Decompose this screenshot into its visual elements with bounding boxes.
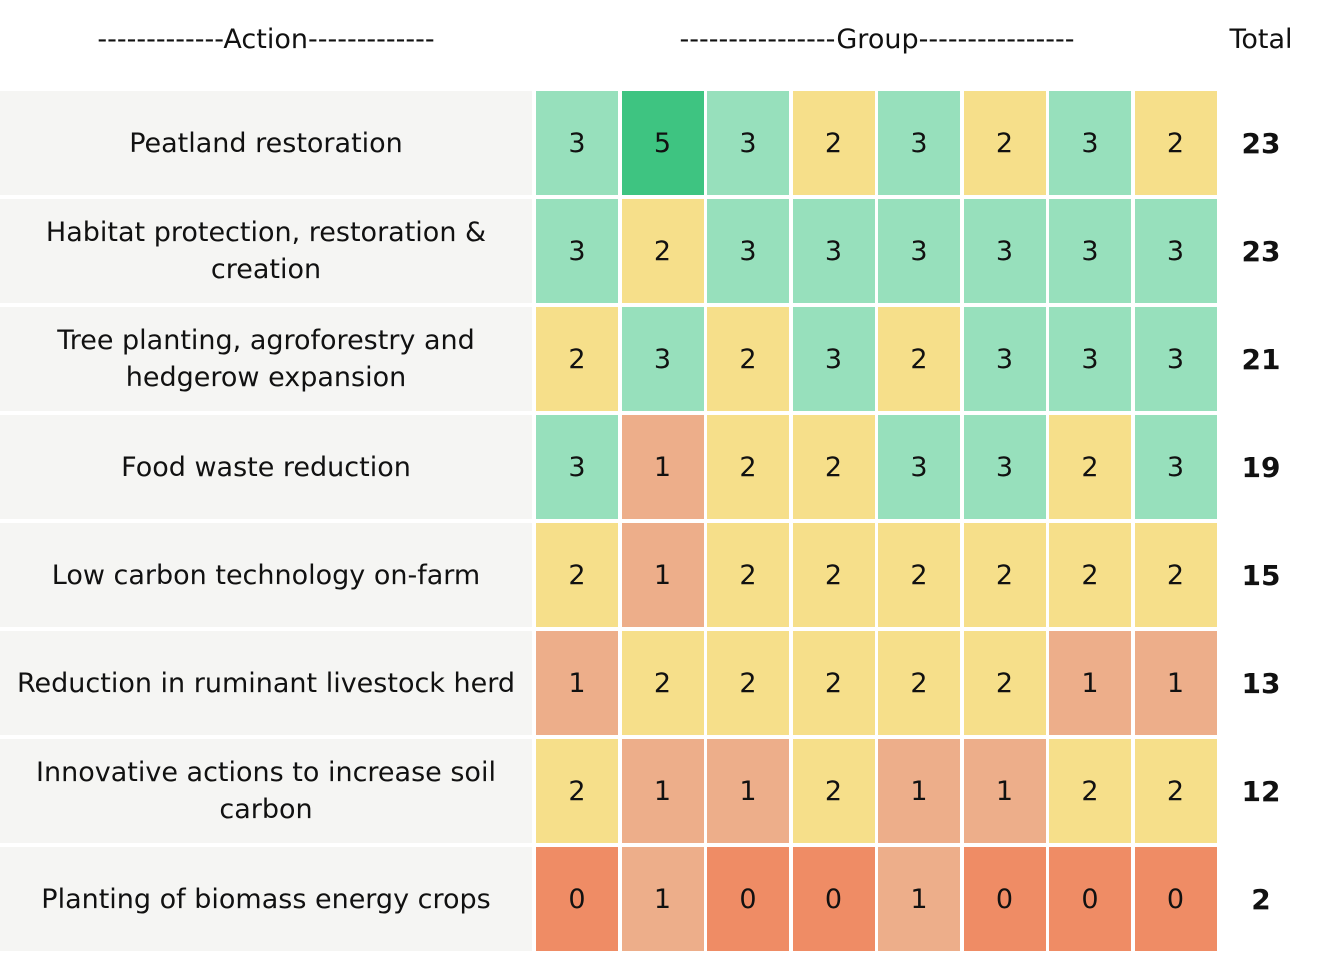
score-cell: 1	[621, 415, 704, 519]
score-cell: 2	[963, 91, 1046, 195]
score-cell: 3	[1134, 307, 1217, 411]
score-cell: 3	[1134, 199, 1217, 303]
action-label: Reduction in ruminant livestock herd	[0, 631, 532, 735]
score-cell: 2	[792, 415, 875, 519]
score-cell: 3	[792, 307, 875, 411]
score-cell: 2	[792, 523, 875, 627]
score-cell: 3	[963, 307, 1046, 411]
score-cell: 3	[707, 91, 789, 195]
group-header: ----------------Group----------------	[679, 24, 1075, 55]
score-cell: 3	[878, 91, 960, 195]
score-cell: 2	[1134, 91, 1217, 195]
action-header: -------------Action-------------	[97, 24, 435, 55]
score-cell: 2	[1049, 523, 1131, 627]
score-cell: 2	[536, 307, 618, 411]
score-cell: 0	[707, 847, 789, 951]
score-cell: 2	[963, 631, 1046, 735]
action-label: Planting of biomass energy crops	[0, 847, 532, 951]
score-cell: 2	[878, 307, 960, 411]
score-cell: 3	[878, 415, 960, 519]
score-cell: 3	[1049, 199, 1131, 303]
score-cell: 2	[707, 415, 789, 519]
score-cell: 2	[707, 523, 789, 627]
score-cell: 3	[536, 91, 618, 195]
score-cell: 2	[1049, 415, 1131, 519]
score-cell: 1	[536, 631, 618, 735]
action-label: Innovative actions to increase soil carb…	[0, 739, 532, 843]
score-cell: 3	[1134, 415, 1217, 519]
score-cell: 3	[621, 307, 704, 411]
action-label: Peatland restoration	[0, 91, 532, 195]
score-cell: 3	[963, 199, 1046, 303]
score-cell: 1	[878, 847, 960, 951]
score-cell: 2	[707, 631, 789, 735]
total-value: 23	[1241, 126, 1281, 160]
total-value: 2	[1251, 882, 1271, 916]
score-cell: 2	[878, 631, 960, 735]
score-cell: 1	[1134, 631, 1217, 735]
score-cell: 0	[536, 847, 618, 951]
score-cell: 1	[707, 739, 789, 843]
score-cell: 2	[1134, 523, 1217, 627]
score-cell: 1	[1049, 631, 1131, 735]
action-label: Tree planting, agroforestry and hedgerow…	[0, 307, 532, 411]
score-cell: 2	[536, 739, 618, 843]
score-cell: 3	[963, 415, 1046, 519]
score-cell: 0	[1134, 847, 1217, 951]
score-cell: 5	[621, 91, 704, 195]
score-cell: 0	[1049, 847, 1131, 951]
action-label: Low carbon technology on-farm	[0, 523, 532, 627]
score-cell: 2	[792, 91, 875, 195]
score-cell: 3	[792, 199, 875, 303]
score-cell: 2	[963, 523, 1046, 627]
score-cell: 2	[707, 307, 789, 411]
action-label: Habitat protection, restoration & creati…	[0, 199, 532, 303]
score-cell: 1	[621, 523, 704, 627]
score-cell: 1	[621, 739, 704, 843]
score-cell: 3	[878, 199, 960, 303]
score-cell: 2	[878, 523, 960, 627]
total-value: 19	[1241, 450, 1281, 484]
score-cell: 2	[621, 631, 704, 735]
score-cell: 3	[707, 199, 789, 303]
total-value: 23	[1241, 234, 1281, 268]
score-cell: 0	[792, 847, 875, 951]
action-label: Food waste reduction	[0, 415, 532, 519]
score-cell: 2	[1134, 739, 1217, 843]
score-cell: 2	[621, 199, 704, 303]
score-cell: 0	[963, 847, 1046, 951]
score-cell: 2	[536, 523, 618, 627]
score-cell: 3	[536, 199, 618, 303]
score-cell: 2	[792, 739, 875, 843]
total-header: Total	[1229, 24, 1293, 55]
score-cell: 3	[536, 415, 618, 519]
score-cell: 3	[1049, 307, 1131, 411]
score-cell: 2	[792, 631, 875, 735]
total-value: 21	[1241, 342, 1281, 376]
score-cell: 1	[963, 739, 1046, 843]
score-cell: 1	[878, 739, 960, 843]
score-cell: 2	[1049, 739, 1131, 843]
total-value: 13	[1241, 666, 1281, 700]
total-value: 15	[1241, 558, 1281, 592]
score-cell: 3	[1049, 91, 1131, 195]
total-value: 12	[1241, 774, 1281, 808]
score-cell: 1	[621, 847, 704, 951]
